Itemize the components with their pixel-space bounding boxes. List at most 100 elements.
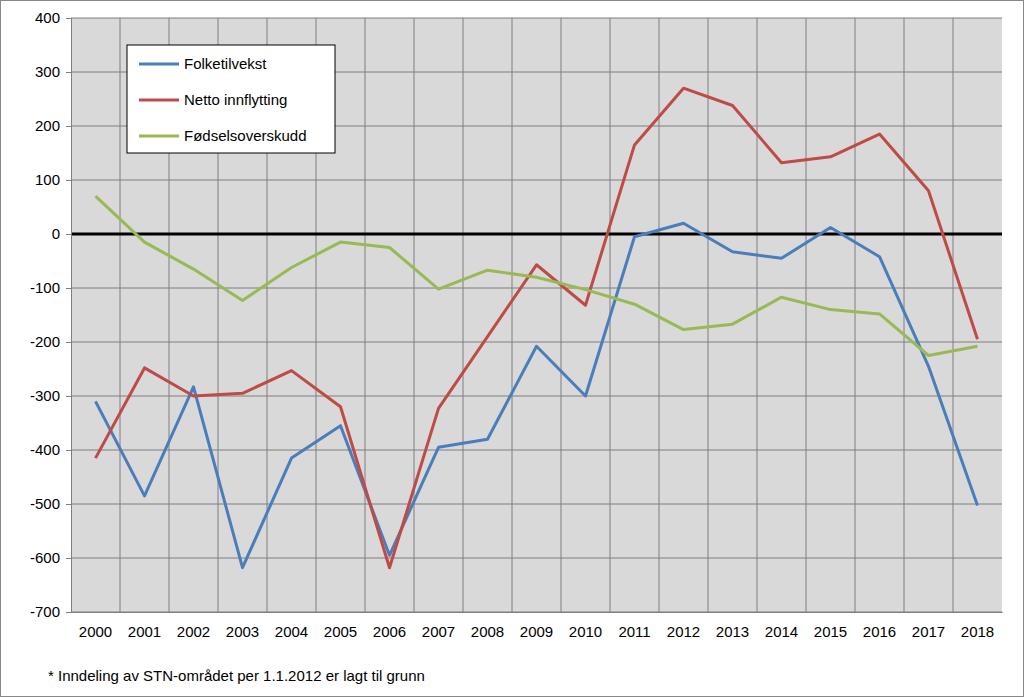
tick-label: -600 [30, 549, 60, 566]
tick: 200 [35, 117, 71, 134]
tick: -300 [30, 387, 71, 404]
legend: Folketilvekst Netto innflytting Fødselsove… [127, 45, 335, 153]
grid-line [708, 18, 709, 612]
grid-line [512, 18, 513, 612]
tick-label: -200 [30, 333, 60, 350]
tick: -600 [30, 549, 71, 566]
legend-box [127, 45, 335, 153]
tick: -700 [30, 603, 71, 620]
line [96, 196, 978, 355]
grid-line [71, 612, 1002, 613]
grid-line [71, 233, 1002, 236]
tick-mark [66, 612, 71, 613]
tick: 2014 [765, 612, 798, 640]
tick-label: 2016 [863, 623, 896, 640]
plot-background [71, 18, 1002, 612]
tick-label: 2011 [618, 623, 650, 640]
tick-mark [66, 504, 71, 505]
tick: 2016 [863, 612, 896, 640]
tick: -200 [30, 333, 71, 350]
grid-line [414, 18, 415, 612]
y-grid [71, 18, 1002, 612]
legend-swatch [139, 99, 179, 102]
legend-swatch [139, 135, 179, 138]
tick: 300 [35, 63, 71, 80]
grid-line [463, 18, 464, 612]
tick: 2004 [275, 612, 308, 640]
footnote: * Inndeling av STN-området per 1.1.2012 … [48, 667, 425, 684]
tick-mark [66, 288, 71, 289]
frame [1, 1, 1024, 697]
tick-label: 2014 [765, 623, 798, 640]
tick-label: 2000 [79, 623, 112, 640]
tick-mark [66, 234, 71, 235]
grid-line [71, 288, 1002, 289]
axis-line [72, 612, 1003, 613]
tick: 0 [52, 225, 71, 242]
tick: 2017 [912, 612, 945, 640]
tick-label: 2005 [324, 623, 357, 640]
tick-label: 2006 [373, 623, 406, 640]
tick-label: 2012 [667, 623, 700, 640]
tick-label: 2010 [569, 623, 602, 640]
tick-label: 2008 [471, 623, 504, 640]
legend-label: Folketilvekst [184, 55, 267, 72]
tick: 100 [35, 171, 71, 188]
chart: -700 -600 -500 -400 -300 -200 -100 0 100 200 300 40… [0, 0, 1024, 697]
tick-mark [66, 342, 71, 343]
tick-label: 2003 [226, 623, 259, 640]
tick: 2001 [128, 612, 161, 640]
tick: 2015 [814, 612, 847, 640]
tick: 2005 [324, 612, 357, 640]
tick: 2007 [422, 612, 455, 640]
grid-line [561, 18, 562, 612]
tick-label: 100 [35, 171, 60, 188]
tick-label: 2015 [814, 623, 847, 640]
tick-label: -500 [30, 495, 60, 512]
tick: -500 [30, 495, 71, 512]
tick-label: 400 [35, 9, 60, 26]
series-lines [96, 88, 978, 568]
grid-line [71, 504, 1002, 505]
tick-mark [66, 72, 71, 73]
tick: 2012 [667, 612, 700, 640]
grid-line [953, 18, 954, 612]
tick: -400 [30, 441, 71, 458]
grid-line [659, 18, 660, 612]
tick-mark [66, 126, 71, 127]
tick: 2010 [569, 612, 602, 640]
axis-line [66, 19, 72, 613]
tick-label: -700 [30, 603, 60, 620]
tick-label: 2013 [716, 623, 749, 640]
line [96, 88, 978, 568]
tick: 2008 [471, 612, 504, 640]
tick: 2018 [961, 612, 994, 640]
tick-label: 2009 [520, 623, 553, 640]
x-axis: 2000200120022003200420052006200720082009… [72, 612, 1003, 640]
legend-label: Fødselsoverskudd [184, 127, 307, 144]
plot: -700 -600 -500 -400 -300 -200 -100 0 100 200 300 40… [30, 9, 1003, 639]
y-axis: -700 -600 -500 -400 -300 -200 -100 0 100 200 300 40… [30, 9, 72, 620]
tick: 2003 [226, 612, 259, 640]
x-grid [120, 18, 953, 612]
tick-mark [66, 18, 71, 19]
legend-label: Netto innflytting [184, 91, 287, 108]
legend-swatch [139, 63, 179, 66]
tick-label: 2001 [128, 623, 161, 640]
grid-line [855, 18, 856, 612]
tick-label: 0 [52, 225, 60, 242]
tick: 2000 [79, 612, 112, 640]
tick: 2011 [618, 612, 650, 640]
tick-label: 200 [35, 117, 60, 134]
tick: 400 [35, 9, 71, 26]
tick-label: 2017 [912, 623, 945, 640]
tick: -100 [30, 279, 71, 296]
tick-label: 300 [35, 63, 60, 80]
tick-mark [66, 450, 71, 451]
grid-line [806, 18, 807, 612]
tick-mark [66, 396, 71, 397]
tick-label: -100 [30, 279, 60, 296]
grid-line [71, 342, 1002, 343]
tick-mark [66, 558, 71, 559]
grid-line [71, 180, 1002, 181]
